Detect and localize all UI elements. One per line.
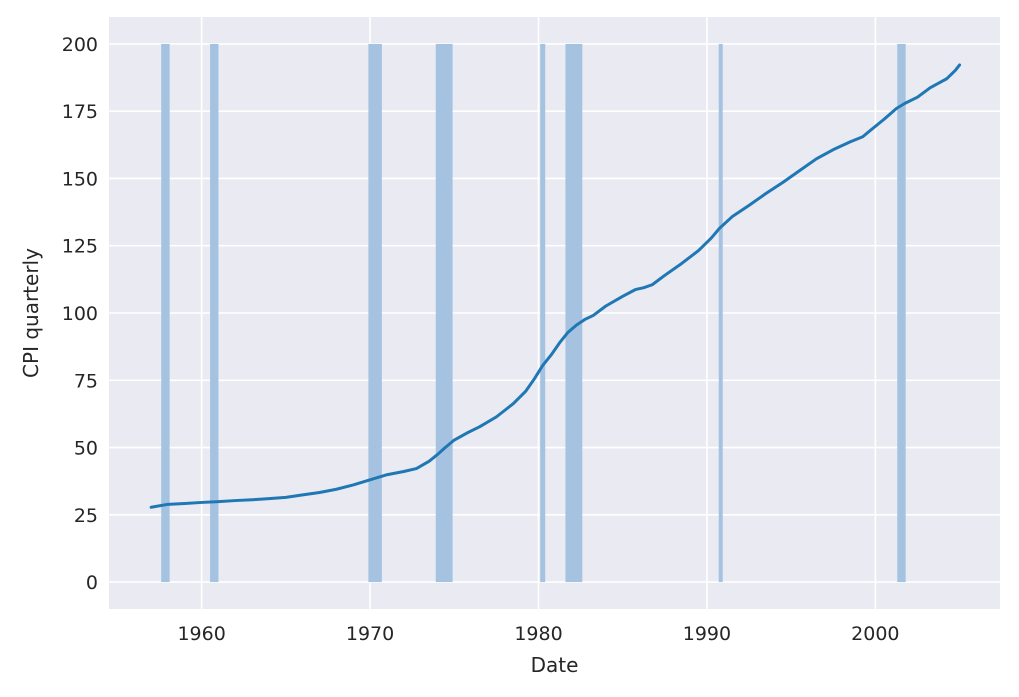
y-tick-label: 125 [62, 236, 98, 258]
y-tick-label: 175 [62, 101, 98, 123]
y-tick-label: 200 [62, 34, 98, 56]
grid-lines [109, 17, 1000, 609]
y-tick-label: 0 [86, 572, 98, 594]
y-tick-label: 25 [74, 505, 98, 527]
x-tick-label: 2000 [851, 623, 899, 645]
y-tick-label: 150 [62, 168, 98, 190]
y-tick-label: 75 [74, 370, 98, 392]
y-axis-label: CPI quarterly [19, 248, 43, 378]
x-tick-label: 1980 [514, 623, 562, 645]
recession-band [210, 43, 219, 583]
x-tick-label: 1960 [177, 623, 225, 645]
x-tick-label: 1990 [683, 623, 731, 645]
y-tick-labels: 0 25 50 75 100 125 150 175 200 [62, 34, 98, 594]
recession-band [161, 43, 170, 583]
x-tick-label: 1970 [346, 623, 394, 645]
x-tick-labels: 1960 1970 1980 1990 2000 [177, 623, 899, 645]
x-axis-label: Date [531, 653, 579, 677]
recession-band [435, 43, 453, 583]
recession-band [540, 43, 546, 583]
series-layer [149, 63, 962, 509]
recession-band [368, 43, 382, 583]
y-tick-label: 50 [74, 438, 98, 460]
recession-band [565, 43, 583, 583]
recession-band [718, 43, 723, 583]
cpi-series-line [149, 63, 962, 509]
recession-bands [161, 43, 906, 583]
recession-band [897, 43, 906, 583]
y-tick-label: 100 [62, 303, 98, 325]
